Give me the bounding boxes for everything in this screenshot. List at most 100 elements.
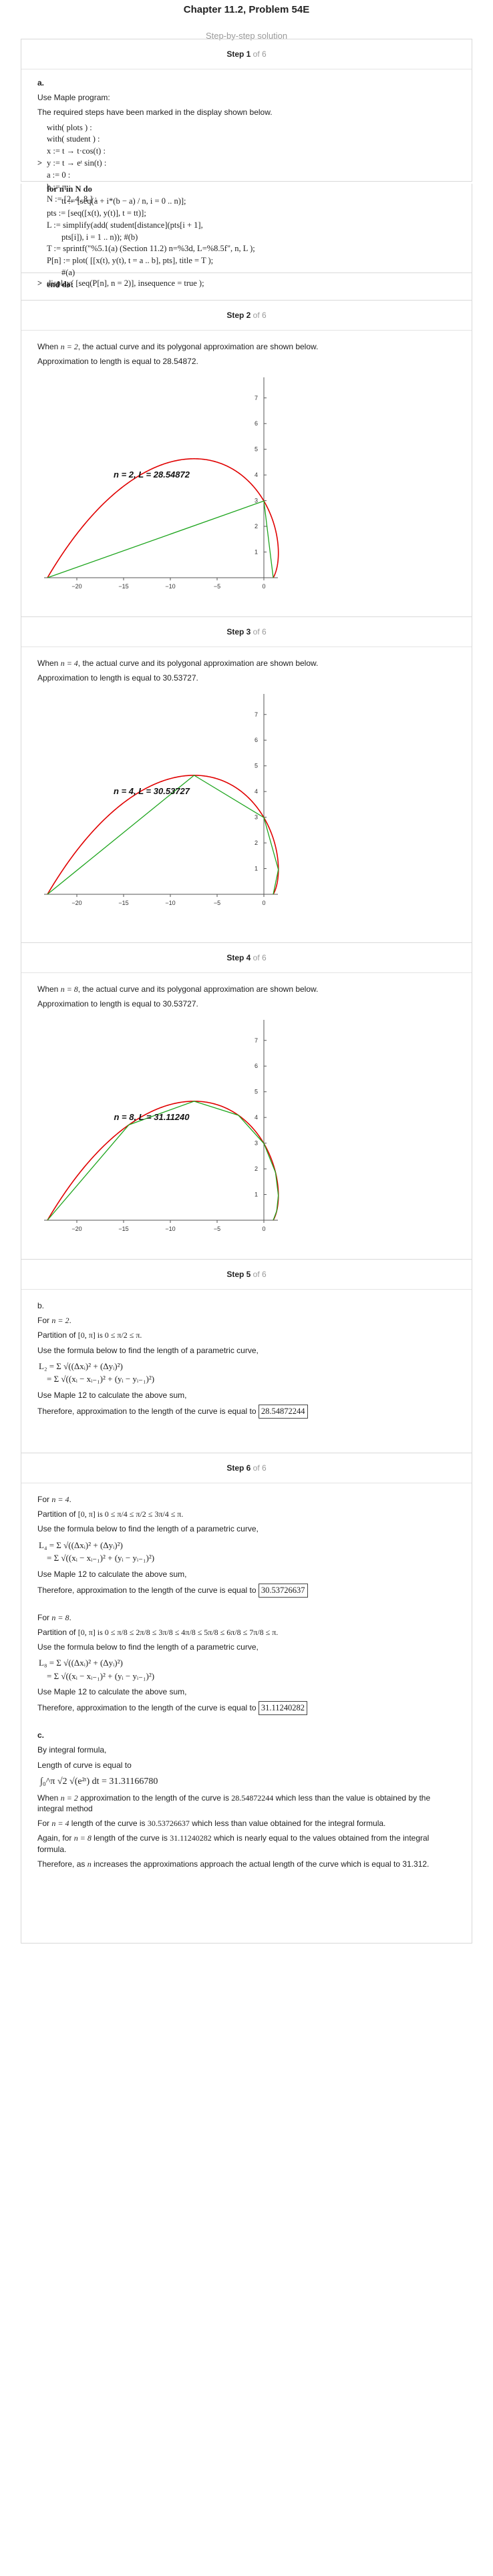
step-5-use-formula: Use the formula below to find the length… <box>37 1345 259 1355</box>
part-a-label: a. <box>37 78 45 87</box>
step-1-of: of 6 <box>253 49 267 59</box>
y-tick-label: 6 <box>255 421 258 427</box>
maple-note: The required steps have been marked in t… <box>37 108 273 118</box>
step-6-maple-note-8: Use Maple 12 to calculate the above sum, <box>37 1687 187 1697</box>
code-line: N := [2, 4, 8 ] : <box>47 194 98 204</box>
x-tick-label: −20 <box>71 583 81 590</box>
step-6-of: of 6 <box>253 1463 267 1473</box>
y-tick-label: 3 <box>255 814 258 821</box>
step-6-use-formula-8: Use the formula below to find the length… <box>37 1642 259 1652</box>
step-2-of: of 6 <box>253 311 267 320</box>
code-line: tt := [seq(a + i*(b − a) / n, i = 0 .. n… <box>61 196 186 206</box>
y-tick-label: 1 <box>255 549 258 556</box>
step-4-line1: When n = 8, the actual curve and its pol… <box>37 984 319 994</box>
x-tick-label: −5 <box>214 900 220 906</box>
step-5-maple-note: Use Maple 12 to calculate the above sum, <box>37 1390 187 1400</box>
step-6-formula-8-1: L₈ = Σ √((Δxᵢ)² + (Δyᵢ)²) <box>39 1658 123 1668</box>
code-line: display( [seq(P[n], n = 2)], insequence … <box>37 278 456 289</box>
y-tick-label: 7 <box>255 395 258 401</box>
plot-title-label: n = 8, L = 31.11240 <box>114 1112 190 1122</box>
code-line: for n in N do <box>47 184 92 194</box>
x-tick-label: 0 <box>262 1226 265 1232</box>
step-5-for: For n = 2. <box>37 1316 71 1326</box>
step-2-card: Step 2 of 6 When n = 2, the actual curve… <box>21 301 472 617</box>
y-tick-label: 2 <box>255 1165 258 1172</box>
y-tick-label: 4 <box>255 789 258 795</box>
x-tick-label: −15 <box>118 1226 128 1232</box>
step-2-line1: When n = 2, the actual curve and its pol… <box>37 342 319 351</box>
y-tick-label: 6 <box>255 1063 258 1070</box>
step-3-label: Step 3 <box>226 627 251 636</box>
step-5-formula-2: = Σ √((xᵢ − xᵢ₋₁)² + (yᵢ − yᵢ₋₁)²) <box>47 1374 155 1385</box>
step-6-for-8: For n = 8. <box>37 1612 71 1622</box>
step-2-label: Step 2 <box>226 311 251 320</box>
step-6-formula-4-2: = Σ √((xᵢ − xᵢ₋₁)² + (yᵢ − yᵢ₋₁)²) <box>47 1553 155 1563</box>
step-3-of: of 6 <box>253 627 267 636</box>
y-tick-label: 4 <box>255 472 258 479</box>
y-tick-label: 5 <box>255 446 258 453</box>
step-4-of: of 6 <box>253 953 267 962</box>
y-tick-label: 2 <box>255 840 258 846</box>
step-6-formula-8-2: = Σ √((xᵢ − xᵢ₋₁)² + (yᵢ − yᵢ₋₁)²) <box>47 1670 155 1681</box>
y-tick-label: 4 <box>255 1115 258 1121</box>
code-line: with( plots ) : <box>47 122 92 132</box>
step-1-card-cont: for n in N do tt := [seq(a + i*(b − a) /… <box>21 184 472 289</box>
y-tick-label: 3 <box>255 498 258 504</box>
x-tick-label: −15 <box>118 583 128 590</box>
code-line: T := sprintf("%5.1(a) (Section 11.2) n=%… <box>47 244 255 254</box>
x-tick-label: −20 <box>71 1226 81 1232</box>
code-line: b := π : <box>47 182 71 192</box>
plot-n2: −20 −15 −10 −5 0 7 6 5 4 3 2 1 n = 2, L = 28.54872 <box>44 377 279 590</box>
part-b-label: b. <box>37 1301 45 1310</box>
y-tick-label: 1 <box>255 1191 258 1198</box>
plot-title-label: n = 4, L = 30.53727 <box>114 786 190 796</box>
conclusion: Therefore, as n increases the approximat… <box>37 1859 430 1869</box>
step-6-header: Step 6 of 6 <box>21 1453 472 1483</box>
step-6-formula-4-1: L₄ = Σ √((Δxᵢ)² + (Δyᵢ)²) <box>39 1539 123 1550</box>
step-2-line2: Approximation to length is equal to 28.5… <box>37 357 198 367</box>
step-5-label: Step 5 <box>226 1270 251 1279</box>
code-line: with( student ) : <box>47 134 100 144</box>
step-4-card: Step 4 of 6 When n = 8, the actual curve… <box>21 943 472 1260</box>
code-line: y := t → eᵗ sin(t) : <box>37 158 456 169</box>
step-5-header: Step 5 of 6 <box>21 1260 472 1290</box>
page-subtitle: Step-by-step solution <box>205 31 288 41</box>
step-6-by-integral: By integral formula, <box>37 1745 107 1755</box>
step-3-card: Step 3 of 6 When n = 4, the actual curve… <box>21 617 472 943</box>
step-5-of: of 6 <box>253 1270 267 1279</box>
compare-n2: When n = 2 approximation to the length o… <box>37 1793 431 1813</box>
step-5-card: Step 5 of 6 b. For n = 2. Partition of [… <box>21 1260 472 1453</box>
code-line: a := 0 : <box>47 170 71 180</box>
polygon-line <box>47 1101 279 1221</box>
step-6-result-4-value: 30.53726637 <box>258 1583 308 1598</box>
step-6-result-8-value: 31.11240282 <box>258 1701 308 1716</box>
part-c-label: c. <box>37 1730 45 1740</box>
x-tick-label: 0 <box>262 900 265 906</box>
code-line: L := simplify(add( student[distance](pts… <box>47 220 203 230</box>
x-tick-label: −5 <box>214 1226 220 1232</box>
step-6-length-eq: Length of curve is equal to <box>37 1760 132 1770</box>
step-2-header: Step 2 of 6 <box>21 301 472 331</box>
step-1-header: Step 1 of 6 <box>21 39 472 69</box>
x-tick-label: −10 <box>165 583 175 590</box>
step-6-for-4: For n = 4. <box>37 1495 71 1504</box>
integral-formula: ∫₀^π √2 √(e²ᵗ) dt = 31.31166780 <box>40 1776 158 1787</box>
y-tick-label: 3 <box>255 1140 258 1147</box>
y-tick-label: 6 <box>255 737 258 744</box>
y-tick-label: 5 <box>255 1089 258 1095</box>
code-line: #(a) <box>61 268 75 278</box>
step-6-use-formula-4: Use the formula below to find the length… <box>37 1524 259 1534</box>
step-6-partition-4: Partition of [0, π] is 0 ≤ π/4 ≤ π/2 ≤ 3… <box>37 1509 184 1519</box>
step-5-result: Therefore, approximation to the length o… <box>37 1404 456 1419</box>
plot-title-label: n = 2, L = 28.54872 <box>114 470 190 480</box>
x-tick-label: −10 <box>165 1226 175 1232</box>
y-tick-label: 7 <box>255 1037 258 1044</box>
y-tick-label: 1 <box>255 866 258 872</box>
polygon-line <box>47 500 274 578</box>
x-tick-label: −20 <box>71 900 81 906</box>
plot-n8: −20 −15 −10 −5 0 7 6 5 4 3 2 1 n = 8, L = 31.11240 <box>44 1020 279 1232</box>
step-6-maple-note-4: Use Maple 12 to calculate the above sum, <box>37 1569 187 1579</box>
y-tick-label: 2 <box>255 523 258 530</box>
solution-page: Chapter 11.2, Problem 54E Step-by-step s… <box>0 0 493 1944</box>
step-5-partition: Partition of [0, π] is 0 ≤ π/2 ≤ π. <box>37 1330 142 1340</box>
